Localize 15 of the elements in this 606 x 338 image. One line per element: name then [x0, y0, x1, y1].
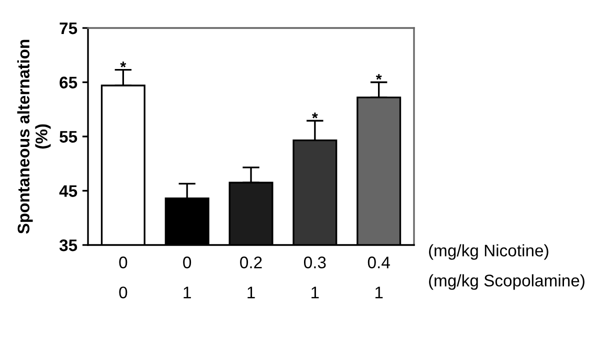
- x-tick-label: 0.4 1: [368, 256, 390, 298]
- annotation: *: [376, 74, 382, 80]
- y-tick-label: 55: [60, 131, 78, 143]
- x-tick-label: 0.3 1: [304, 256, 326, 298]
- x-axis-title: (mg/kg Nicotine) (mg/kg Scopolamine): [429, 244, 584, 290]
- x-tick-label: 0 0: [119, 256, 128, 298]
- y-axis-title: Spontaneous alternation (%): [17, 40, 51, 234]
- x-tick-label: 0.2 1: [240, 256, 262, 298]
- annotation: *: [312, 112, 318, 118]
- y-tick-label: 35: [59, 239, 78, 252]
- y-tick-label: 65: [60, 76, 78, 88]
- annotation: *: [120, 62, 126, 68]
- y-tick-label: 75: [60, 22, 78, 34]
- y-tick-label: 45: [59, 185, 78, 197]
- x-tick-label: 0 1: [183, 256, 192, 298]
